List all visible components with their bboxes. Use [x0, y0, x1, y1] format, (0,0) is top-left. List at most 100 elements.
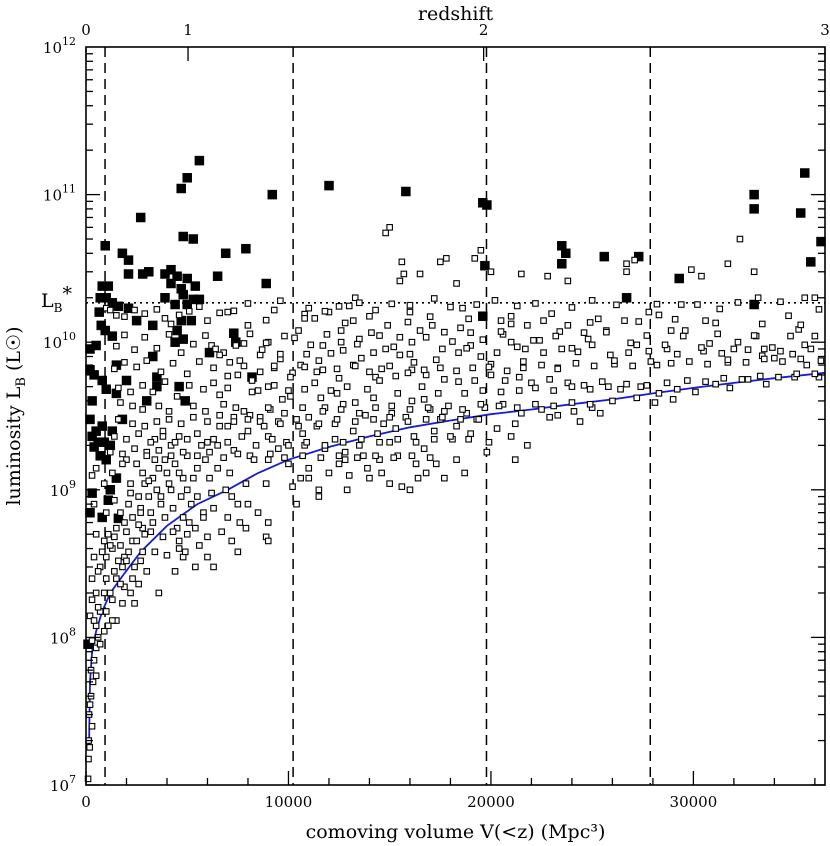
open-square-point: [349, 317, 357, 324]
open-square-point: [418, 383, 426, 390]
open-square-point: [190, 474, 197, 482]
open-square-point: [758, 320, 766, 328]
open-square-point: [157, 368, 165, 376]
open-square-point: [106, 306, 114, 314]
open-square-point: [434, 390, 442, 397]
open-square-point: [94, 603, 102, 611]
open-square-point: [424, 404, 432, 411]
open-square-point: [246, 452, 254, 460]
open-square-point: [372, 373, 379, 381]
open-square-point: [305, 464, 313, 472]
open-square-point: [404, 418, 412, 425]
open-square-point: [356, 299, 363, 307]
filled-square-point: [188, 234, 199, 244]
open-square-point: [117, 580, 124, 588]
open-square-point: [724, 260, 732, 268]
filled-square-point: [261, 278, 271, 289]
open-square-point: [404, 318, 412, 326]
y-tick-exponent: 9: [69, 478, 76, 491]
open-square-point: [744, 376, 752, 383]
filled-square-point: [123, 255, 134, 265]
open-square-point: [240, 362, 248, 370]
open-square-point: [175, 469, 183, 477]
open-square-point: [287, 393, 294, 400]
open-square-point: [139, 524, 146, 532]
filled-square-point: [229, 328, 239, 338]
open-square-point: [190, 413, 197, 421]
filled-square-point: [148, 320, 158, 331]
open-square-point: [88, 575, 96, 582]
top-tick-label: 2: [479, 21, 489, 39]
open-square-point: [797, 355, 805, 363]
filled-square-point: [148, 351, 158, 362]
open-square-point: [422, 333, 430, 341]
open-square-point: [515, 387, 523, 394]
filled-square-point: [557, 259, 567, 269]
open-square-point: [420, 445, 428, 452]
open-square-point: [204, 317, 211, 324]
filled-square-point: [178, 334, 188, 344]
open-square-point: [817, 357, 825, 364]
filled-square-point: [101, 293, 111, 303]
open-square-point: [596, 409, 604, 417]
open-square-point: [580, 382, 588, 389]
filled-square-point: [478, 198, 488, 208]
open-square-point: [331, 435, 339, 443]
filled-square-point: [194, 155, 205, 166]
filled-square-point: [599, 251, 610, 262]
open-square-point: [281, 409, 288, 417]
open-square-point: [175, 311, 183, 319]
open-square-point: [121, 313, 128, 320]
open-square-point: [552, 332, 560, 340]
open-square-point: [568, 344, 576, 352]
open-square-point: [623, 268, 630, 276]
open-square-point: [293, 416, 300, 423]
open-square-point: [631, 256, 638, 264]
open-square-point: [88, 472, 96, 479]
open-square-point: [544, 272, 551, 280]
open-square-point: [356, 409, 363, 417]
open-square-point: [550, 387, 557, 394]
open-square-point: [762, 380, 770, 388]
open-square-point: [443, 255, 450, 262]
open-square-point: [183, 530, 191, 538]
open-square-point: [518, 409, 525, 417]
open-square-point: [479, 387, 487, 394]
open-square-point: [115, 384, 122, 392]
open-square-point: [485, 438, 493, 446]
open-square-point: [372, 452, 379, 460]
open-square-point: [149, 519, 157, 526]
open-square-point: [651, 399, 659, 406]
open-square-point: [264, 519, 272, 526]
open-square-point: [629, 362, 636, 370]
y-tick-label: 1012: [43, 35, 76, 57]
open-square-point: [807, 345, 815, 353]
open-square-point: [295, 327, 302, 334]
open-square-point: [216, 422, 223, 430]
open-square-point: [317, 394, 325, 402]
open-square-point: [192, 524, 199, 532]
open-square-point: [163, 469, 171, 477]
open-square-point: [131, 445, 138, 452]
open-square-point: [351, 294, 359, 302]
open-square-point: [165, 331, 173, 338]
open-square-point: [453, 422, 460, 430]
open-square-point: [88, 637, 96, 644]
open-square-point: [588, 341, 596, 349]
open-square-point: [461, 390, 468, 397]
filled-square-point: [105, 440, 116, 451]
open-square-point: [131, 563, 138, 571]
open-square-point: [779, 358, 786, 365]
filled-square-point: [137, 269, 148, 279]
open-square-point: [125, 500, 132, 508]
open-square-point: [621, 317, 628, 324]
open-square-point: [380, 420, 387, 428]
open-square-point: [364, 464, 371, 472]
open-square-point: [123, 456, 130, 463]
open-square-point: [754, 294, 762, 302]
open-square-point: [392, 425, 400, 432]
open-square-point: [106, 589, 114, 597]
open-square-point: [386, 362, 393, 370]
open-square-point: [679, 332, 687, 340]
